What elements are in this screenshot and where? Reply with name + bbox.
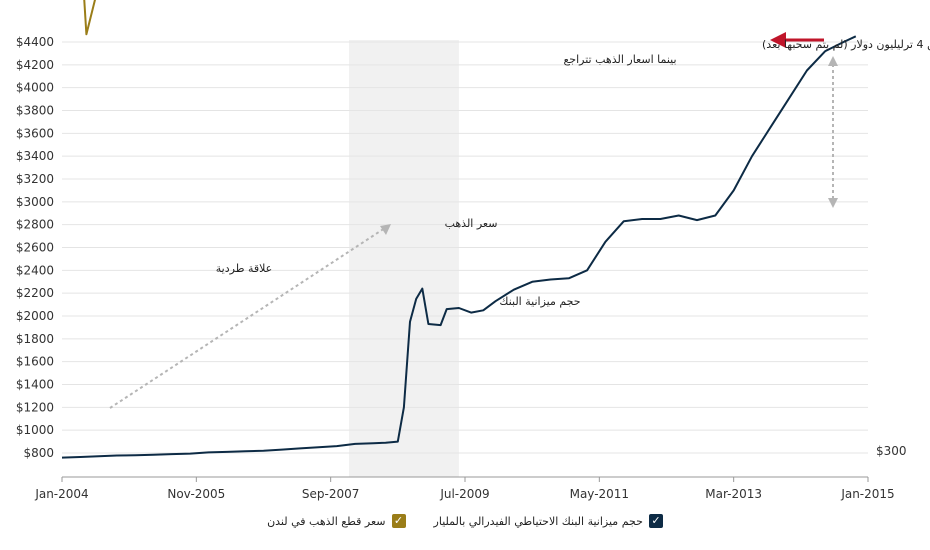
x-tick-label: Nov-2005 (167, 487, 225, 501)
x-tick-label: Jan-2015 (840, 487, 894, 501)
y-left-tick-label: $4200 (16, 58, 54, 72)
y-left-tick-label: $2800 (16, 218, 54, 232)
annotation-fed-label: حجم ميزانية البنك (499, 295, 580, 308)
check-icon: ✓ (393, 514, 404, 527)
y-left-tick-label: $3400 (16, 149, 54, 163)
y-left-tick-label: $3200 (16, 172, 54, 186)
y-axis-left-labels: $800 $1000 $1200 $1400 $1600 $1800 $2000 $2200 $… (16, 35, 54, 460)
annotation-trend-label: علاقة طردية (216, 262, 272, 275)
legend-item-gold[interactable]: سعر قطع الذهب في لندن ✓ (267, 514, 406, 528)
series-lines (61, 0, 857, 459)
annotations: ارتفاع مستمر لميزانية البنك الفيدرالي وت… (109, 32, 930, 409)
trend-arrow-head (380, 224, 391, 235)
gap-arrow-head-top (828, 56, 838, 66)
y-left-tick-label: $2200 (16, 286, 54, 300)
y-left-tick-label: $1600 (16, 355, 54, 369)
y-left-tick-label: $1800 (16, 332, 54, 346)
annotation-top-line2: بينما اسعار الذهب تتراجع (563, 53, 676, 66)
y-left-tick-label: $3000 (16, 195, 54, 209)
gap-arrow-head-bottom (828, 198, 838, 208)
legend-checkbox-gold[interactable]: ✓ (391, 514, 406, 528)
fed-balance-line (61, 35, 857, 459)
legend-item-fed[interactable]: حجم ميزانية البنك الاحتياطي الفيدرالي با… (434, 514, 663, 528)
trend-arrow (109, 227, 386, 409)
x-tick-label: Mar-2013 (705, 487, 762, 501)
y-left-tick-label: $1200 (16, 400, 54, 414)
check-icon: ✓ (651, 514, 661, 527)
y-left-tick-label: $800 (23, 446, 54, 460)
gridlines (62, 41, 868, 454)
callout-arrow-head (770, 32, 786, 48)
y-left-tick-label: $1400 (16, 378, 54, 392)
x-axis-labels: Jan-2004 Nov-2005 Sep-2007 Jul-2009 May-2011… (34, 477, 895, 501)
annotation-top-line1: ارتفاع مستمر لميزانية البنك الفيدرالي وت… (762, 38, 930, 51)
legend-label-gold: سعر قطع الذهب في لندن (267, 514, 386, 528)
y-left-tick-label: $2000 (16, 309, 54, 323)
y-left-tick-label: $4400 (16, 35, 54, 49)
x-tick-label: Jul-2009 (439, 487, 489, 501)
legend: سعر قطع الذهب في لندن ✓ حجم ميزانية البن… (0, 510, 930, 532)
legend-checkbox-fed[interactable]: ✓ (648, 514, 663, 528)
y-left-tick-label: $4000 (16, 81, 54, 95)
annotation-gold-label: سعر الذهب (445, 217, 498, 230)
y-left-tick-label: $1000 (16, 423, 54, 437)
y-axis-right-labels: $300$400$500$600$700$800$900$1000$1100$1… (876, 444, 907, 458)
y-left-tick-label: $3800 (16, 104, 54, 118)
x-tick-label: May-2011 (570, 487, 629, 501)
y-left-tick-label: $3600 (16, 126, 54, 140)
gold-price-line (83, 0, 96, 36)
y-left-tick-label: $2600 (16, 241, 54, 255)
x-tick-label: Jan-2004 (34, 487, 88, 501)
y-left-tick-label: $2400 (16, 263, 54, 277)
y-right-tick-label: $300 (876, 444, 907, 458)
legend-label-fed: حجم ميزانية البنك الاحتياطي الفيدرالي با… (433, 514, 643, 528)
x-tick-label: Sep-2007 (302, 487, 360, 501)
